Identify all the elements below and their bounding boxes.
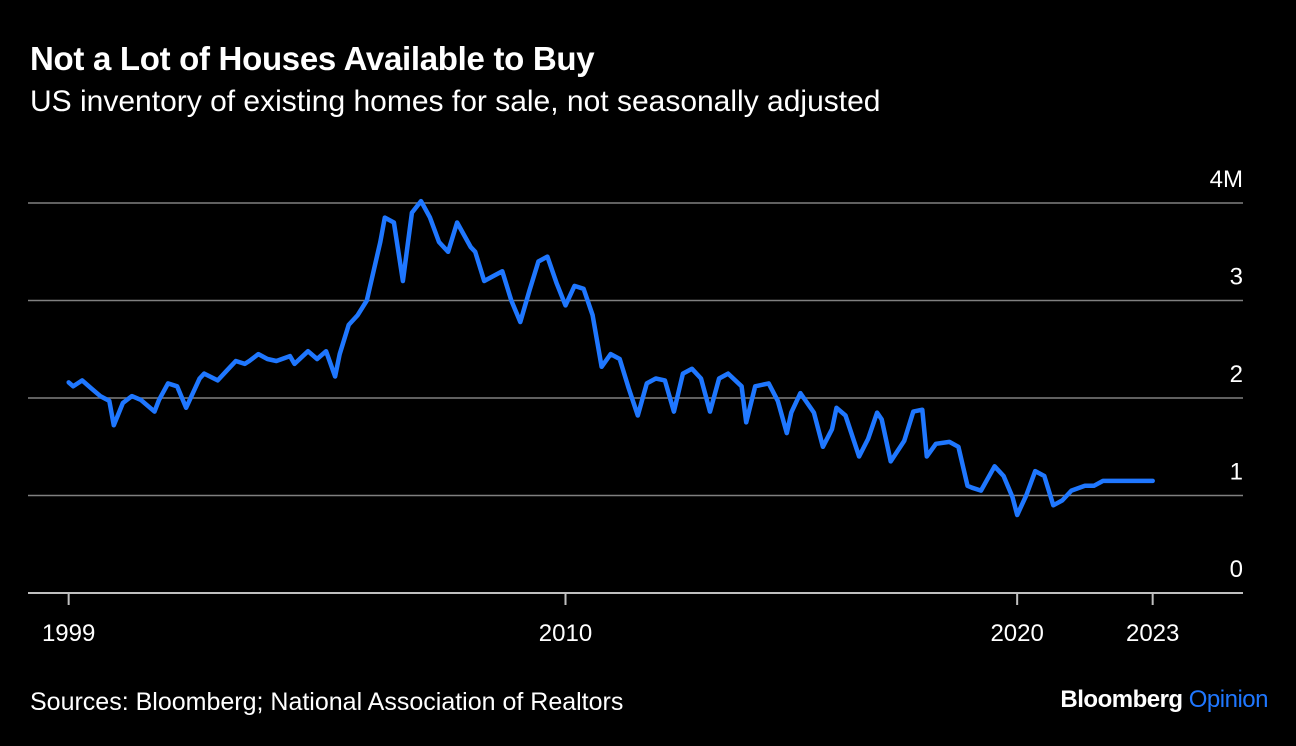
grid-lines: [28, 202, 1243, 497]
series-lines: [66, 198, 1155, 518]
x-axis: 1999 2010 2020 2023: [28, 592, 1243, 647]
brand-logo: Bloomberg Opinion: [1060, 686, 1268, 714]
x-tick-label: 2020: [990, 620, 1043, 647]
x-tick-label: 2023: [1126, 620, 1179, 647]
y-tick-label: 1: [1230, 459, 1243, 486]
y-tick-label: 0: [1230, 556, 1243, 583]
x-tick-label: 2010: [539, 620, 592, 647]
y-axis-labels: 0 1 2 3 4M: [1210, 166, 1243, 583]
source-note: Sources: Bloomberg; National Association…: [30, 688, 624, 716]
series-line: [66, 198, 1155, 518]
y-tick-label: 4M: [1210, 166, 1243, 193]
x-tick-label: 1999: [42, 620, 95, 647]
y-tick-label: 3: [1230, 264, 1243, 291]
chart-title: Not a Lot of Houses Available to Buy: [30, 40, 595, 77]
y-tick-label: 2: [1230, 361, 1243, 388]
brand-main: Bloomberg: [1060, 686, 1183, 713]
brand-accent: Opinion: [1188, 686, 1269, 713]
chart-subtitle: US inventory of existing homes for sale,…: [30, 85, 881, 118]
